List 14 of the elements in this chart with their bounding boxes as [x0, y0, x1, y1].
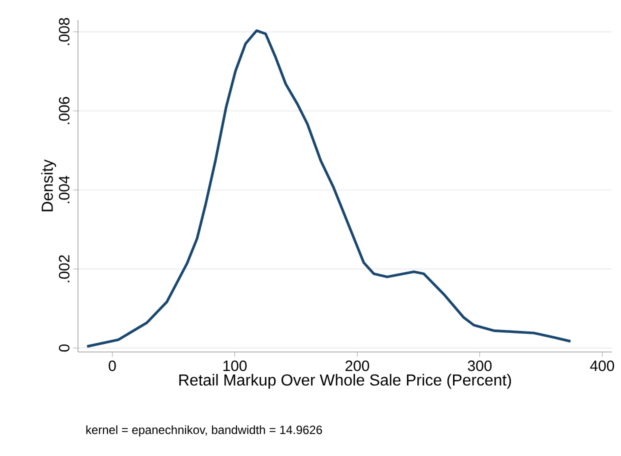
- y-axis-title: Density: [41, 159, 56, 212]
- x-tick-label: 200: [346, 360, 370, 372]
- text: kernel = epanechnikov, bandwidth = 14.9626: [86, 425, 322, 436]
- x-tick-label: 0: [108, 360, 116, 372]
- x-tick-label: 400: [590, 360, 614, 372]
- y-tick-label: .008: [58, 18, 70, 46]
- y-tick-label: 0: [58, 344, 70, 352]
- y-tick-label: .002: [58, 255, 70, 282]
- x-axis-title: Retail Markup Over Whole Sale Price (Percent): [179, 374, 511, 389]
- y-tick-label: .004: [58, 176, 70, 204]
- x-tick-label: 100: [223, 360, 247, 372]
- x-tick-label: 300: [468, 360, 492, 372]
- y-tick-label: .006: [58, 97, 70, 124]
- line-series: [86, 29, 572, 348]
